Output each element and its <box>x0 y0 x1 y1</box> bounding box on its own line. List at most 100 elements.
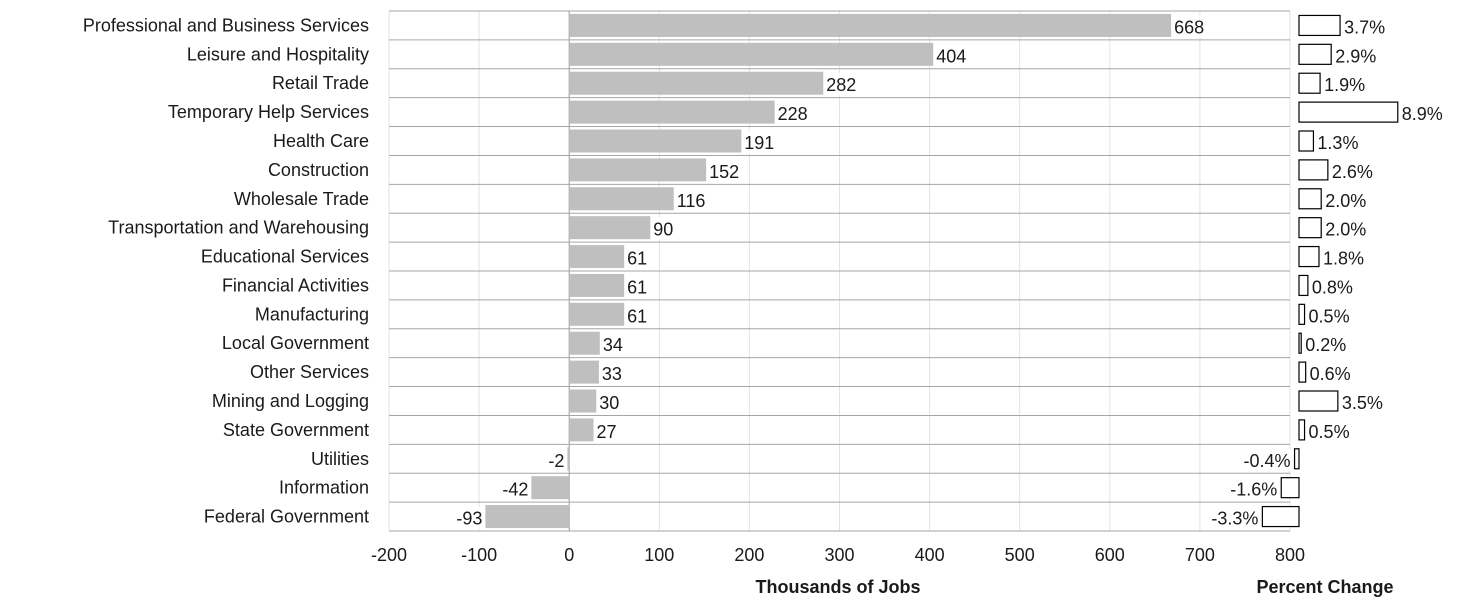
percent-label: 2.0% <box>1325 220 1366 240</box>
category-label: Federal Government <box>204 507 369 527</box>
percent-label: 0.6% <box>1310 364 1351 384</box>
value-label-bg <box>1172 15 1211 38</box>
value-label: 282 <box>826 75 856 95</box>
value-label-bg <box>775 102 815 125</box>
bar <box>569 245 625 269</box>
percent-label-bg <box>1323 188 1370 211</box>
percent-label: 1.3% <box>1317 133 1358 153</box>
value-label: 33 <box>602 364 622 384</box>
x-tick-labels: -200 -100 0 100 200 300 400 500 600 700 800 <box>371 545 1305 565</box>
value-label: 191 <box>744 133 774 153</box>
percent-bar <box>1298 159 1329 181</box>
percent-label-bg <box>1222 477 1280 500</box>
x-tick-label: 600 <box>1095 545 1125 565</box>
value-label: 404 <box>936 46 966 66</box>
x-tick-label: 100 <box>644 545 674 565</box>
percent-bar <box>1298 217 1322 239</box>
x-tick-label: 400 <box>915 545 945 565</box>
percent-label-bg <box>1309 275 1357 298</box>
bar <box>567 447 570 471</box>
percent-bar <box>1298 419 1306 441</box>
value-label-bg <box>537 448 567 471</box>
value-label: 27 <box>597 422 617 442</box>
percent-label-bg <box>1322 73 1369 96</box>
percent-labels: 3.7% 2.9% 1.9% 8.9% 1.3% 2.6% 2.0% 2.0% 1.8% 0.8%… <box>1203 15 1447 529</box>
bar <box>531 476 570 500</box>
percent-label: 0.5% <box>1309 422 1350 442</box>
percent-bar <box>1298 245 1320 268</box>
percent-label: 2.6% <box>1332 162 1373 182</box>
bar <box>569 273 625 297</box>
value-label-bg <box>651 217 680 240</box>
category-label: Professional and Business Services <box>83 15 369 35</box>
percent-label: 0.2% <box>1305 335 1346 355</box>
value-label-bg <box>594 419 623 442</box>
category-label: Information <box>279 478 369 498</box>
category-label: Local Government <box>222 333 369 353</box>
bar <box>569 129 742 153</box>
bar <box>569 100 775 124</box>
category-label: Wholesale Trade <box>234 189 369 209</box>
percent-label-bg <box>1306 419 1354 442</box>
percent-bar <box>1298 332 1302 354</box>
x-axis-title: Thousands of Jobs <box>755 577 920 597</box>
value-label: -42 <box>502 480 528 500</box>
percent-bar <box>1280 477 1300 499</box>
category-label: Leisure and Hospitality <box>187 44 369 64</box>
percent-bar <box>1298 274 1309 297</box>
category-label: Mining and Logging <box>212 391 369 411</box>
percent-label-bg <box>1399 102 1447 125</box>
category-label: Other Services <box>250 362 369 382</box>
category-label: Construction <box>268 160 369 180</box>
value-label-bg <box>674 188 714 211</box>
value-label-bg <box>597 391 626 413</box>
percent-bar <box>1298 188 1322 210</box>
percent-label-bg <box>1339 391 1387 413</box>
value-label-bg <box>625 246 654 269</box>
x-tick-label: 500 <box>1005 545 1035 565</box>
bar <box>569 158 707 182</box>
percent-label: 8.9% <box>1402 104 1443 124</box>
percent-label-bg <box>1307 362 1355 385</box>
percent-label-bg <box>1303 333 1351 356</box>
value-label-bg <box>742 131 781 153</box>
value-label: 228 <box>778 104 808 124</box>
value-labels: 6684042822281911521169061616134333027-2-… <box>445 15 1211 529</box>
x-tick-label: 0 <box>564 545 574 565</box>
percent-label-bg <box>1315 131 1363 153</box>
percent-label: 2.0% <box>1325 191 1366 211</box>
value-label: 61 <box>627 306 647 326</box>
bar <box>569 389 597 413</box>
category-labels: Professional and Business Services Leisur… <box>83 15 369 526</box>
percent-label: -3.3% <box>1211 509 1258 529</box>
value-label-bg <box>491 477 531 500</box>
category-label: Educational Services <box>201 247 369 267</box>
percent-bar <box>1298 43 1332 65</box>
percent-label: 1.9% <box>1324 75 1365 95</box>
percent-bar <box>1261 505 1300 528</box>
x-tick-label: -100 <box>461 545 497 565</box>
percent-bar <box>1298 361 1307 383</box>
bar <box>569 418 594 442</box>
percent-bar <box>1293 448 1300 470</box>
bar <box>569 13 1172 37</box>
percent-bar <box>1298 130 1315 152</box>
value-label: 116 <box>677 191 706 211</box>
value-label-bg <box>600 333 630 356</box>
value-label: 30 <box>599 393 619 413</box>
category-label: Manufacturing <box>255 304 369 324</box>
value-label-bg <box>445 506 485 529</box>
percent-label: 3.5% <box>1342 393 1383 413</box>
bars-percent <box>1261 14 1399 528</box>
percent-label-bg <box>1320 246 1368 269</box>
bar <box>485 505 570 529</box>
value-label-bg <box>824 73 863 96</box>
value-label-bg <box>625 275 654 298</box>
value-label: 152 <box>709 162 739 182</box>
percent-label: 1.8% <box>1323 249 1364 269</box>
x-tick-label: 200 <box>734 545 764 565</box>
value-label: 61 <box>627 277 647 297</box>
x-tick-label: -200 <box>371 545 407 565</box>
category-label: Health Care <box>273 131 369 151</box>
value-label-bg <box>934 44 973 67</box>
